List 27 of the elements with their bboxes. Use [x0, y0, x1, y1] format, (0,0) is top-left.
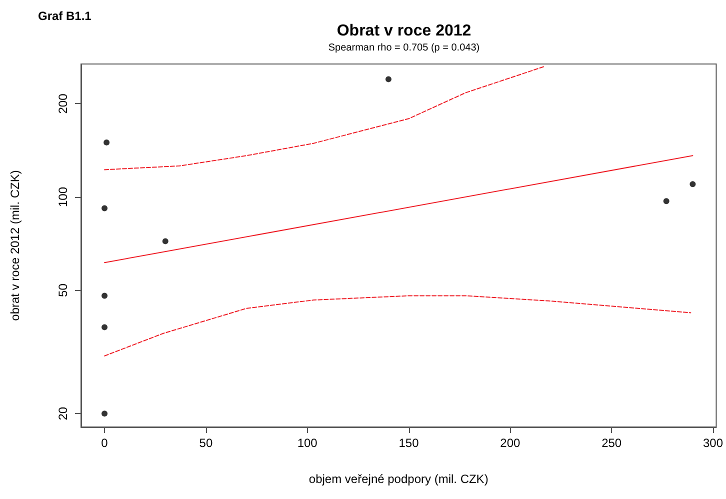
- chart-subtitle: Spearman rho = 0.705 (p = 0.043): [328, 42, 480, 54]
- point: [663, 198, 670, 204]
- point: [102, 292, 108, 299]
- y-tick-label: 20: [56, 406, 70, 420]
- y-tick-label: 100: [56, 186, 70, 208]
- x-tick-label: 150: [398, 436, 420, 450]
- x-tick-label: 50: [199, 436, 213, 450]
- point: [104, 139, 110, 146]
- y-axis-title: obrat v roce 2012 (mil. CZK): [8, 170, 22, 321]
- point: [162, 238, 168, 244]
- x-tick-label: 200: [500, 436, 520, 450]
- y-tick-label: 200: [56, 93, 70, 114]
- point: [690, 181, 696, 188]
- line-series: [104, 295, 692, 356]
- x-axis-title: objem veřejné podpory (mil. CZK): [308, 472, 488, 486]
- y-tick-label: 50: [56, 283, 70, 297]
- x-tick-label: 0: [101, 436, 108, 450]
- chart-title: Obrat v roce 2012: [336, 22, 472, 40]
- point: [385, 76, 392, 82]
- point: [102, 410, 108, 417]
- x-tick-label: 300: [702, 436, 724, 450]
- text: Graf B1.1: [38, 9, 92, 23]
- x-tick-label: 100: [297, 436, 318, 450]
- x-tick-label: 250: [602, 436, 622, 450]
- point: [102, 324, 108, 330]
- point: [102, 205, 108, 212]
- line-series: [104, 66, 546, 170]
